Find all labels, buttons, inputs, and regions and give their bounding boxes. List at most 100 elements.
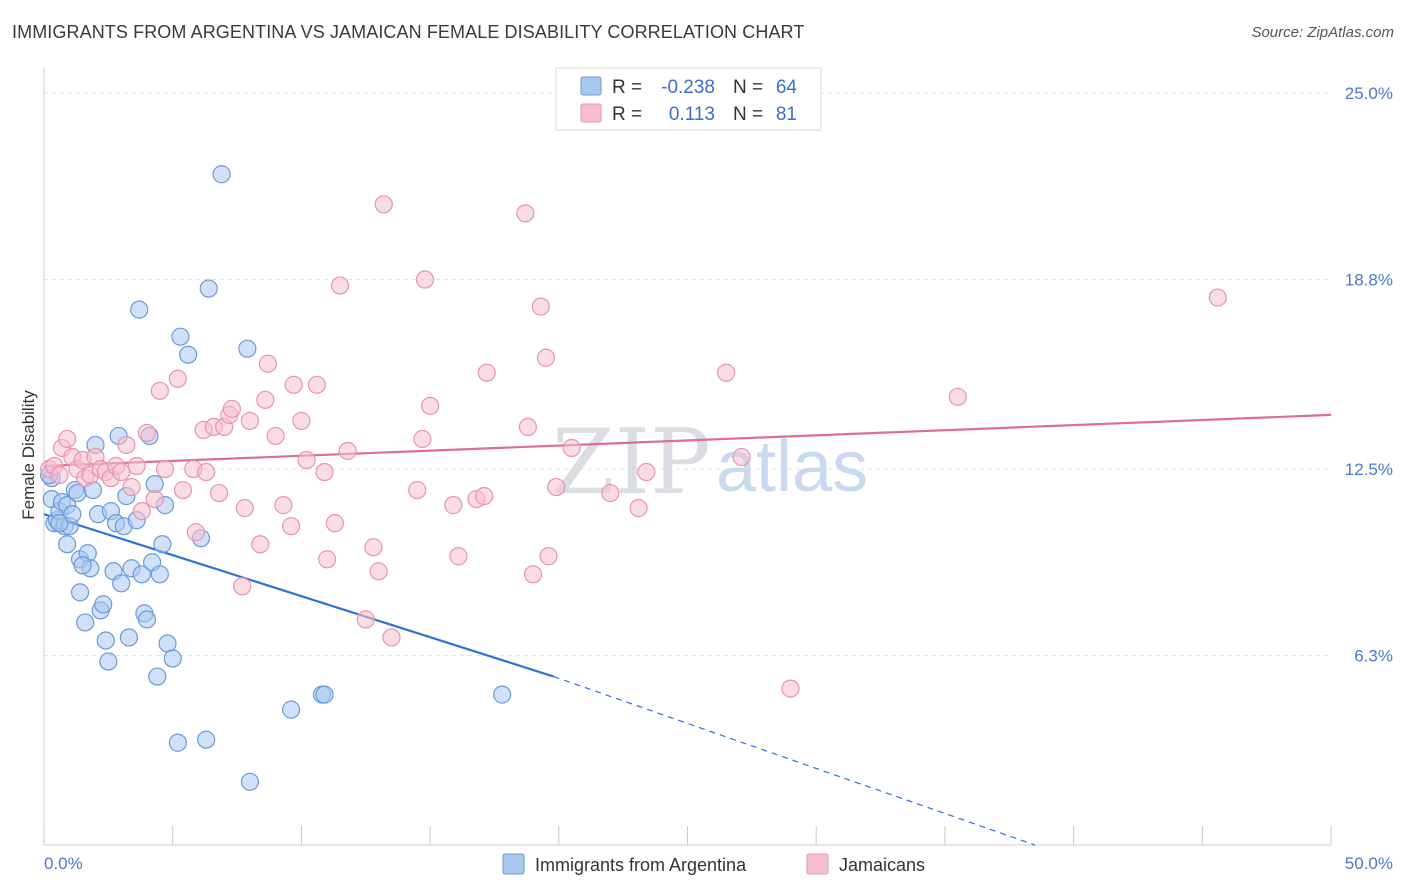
jamaican-point <box>408 480 427 500</box>
legend-n-label: N = <box>733 77 763 98</box>
argentina-point <box>73 556 92 575</box>
jamaican-point <box>50 465 69 485</box>
argentina-trend-line <box>43 513 554 678</box>
jamaican-point <box>637 462 656 482</box>
legend-n-value: 64 <box>776 77 798 98</box>
jamaican-point <box>256 390 275 409</box>
argentina-point <box>171 327 190 346</box>
jamaican-point <box>58 429 77 449</box>
jamaican-point <box>629 499 648 518</box>
axes: 0.0% 50.0% <box>43 68 1393 873</box>
trend-lines <box>43 413 1332 846</box>
jamaican-point <box>330 276 350 295</box>
jamaican-point <box>186 523 205 542</box>
jamaican-point <box>122 477 141 497</box>
y-tick-label: 25.0% <box>1345 84 1393 103</box>
jamaican-point <box>1208 288 1227 307</box>
jamaican-point <box>717 363 736 382</box>
jamaican-point <box>369 562 388 581</box>
jamaican-point <box>421 396 440 415</box>
jamaican-point <box>356 610 375 629</box>
argentina-point <box>148 667 167 686</box>
jamaican-point <box>518 417 538 437</box>
watermark-zip: ZIP <box>552 410 711 515</box>
jamaican-point <box>209 483 229 503</box>
argentina-trend-extension <box>553 675 1036 846</box>
jamaican-point <box>382 628 401 647</box>
legend-r-label: R = <box>612 104 642 125</box>
x-tick-label-min: 0.0% <box>44 854 83 873</box>
jamaican-trend-line <box>43 413 1332 468</box>
argentina-point <box>212 165 231 184</box>
jamaican-point <box>315 462 334 482</box>
jamaican-point <box>266 426 285 446</box>
argentina-point <box>68 483 87 503</box>
argentina-point <box>130 300 149 319</box>
jamaican-point <box>338 441 357 461</box>
jamaican-point <box>132 502 151 521</box>
jamaican-point <box>364 538 383 557</box>
argentina-point <box>153 535 172 554</box>
jamaican-point <box>155 459 175 479</box>
jamaican-point <box>127 456 146 476</box>
jamaican-point <box>531 297 550 316</box>
argentina-point <box>112 574 131 593</box>
argentina-point <box>58 535 77 554</box>
argentina-point <box>493 685 512 704</box>
jamaican-point <box>732 447 751 467</box>
chart-title: IMMIGRANTS FROM ARGENTINA VS JAMAICAN FE… <box>12 22 805 42</box>
series-legend-label: Jamaicans <box>839 855 925 875</box>
x-tick-label-max: 50.0% <box>1345 854 1393 873</box>
jamaican-point <box>284 375 303 394</box>
jamaican-point <box>117 435 136 455</box>
jamaican-point <box>137 423 157 443</box>
y-tick-label: 18.8% <box>1345 271 1393 290</box>
jamaican-point <box>235 499 254 518</box>
jamaican-point <box>233 577 252 596</box>
argentina-point <box>63 505 82 524</box>
data-points <box>40 165 1227 791</box>
argentina-point <box>99 652 118 671</box>
jamaican-point <box>145 489 164 509</box>
argentina-point <box>315 685 334 704</box>
y-tick-label: 6.3% <box>1354 647 1393 666</box>
argentina-point <box>96 631 115 650</box>
correlation-legend: R = -0.238 N = 64 R = 0.113 N = 81 <box>555 67 822 131</box>
legend-swatch <box>580 76 602 96</box>
jamaican-point <box>318 550 337 569</box>
legend-r-value: -0.238 <box>661 77 715 98</box>
jamaican-point <box>516 204 535 223</box>
jamaican-point <box>150 381 169 400</box>
jamaican-point <box>282 517 301 536</box>
legend-swatch <box>580 103 602 123</box>
jamaican-point <box>251 535 270 554</box>
grid-lines: 6.3% 12.5% 18.8% 25.0% <box>44 84 1393 666</box>
argentina-point <box>199 279 218 298</box>
argentina-point <box>50 514 69 533</box>
jamaican-point <box>413 429 432 449</box>
jamaican-point <box>539 547 558 566</box>
argentina-point <box>76 613 95 632</box>
jamaican-point <box>325 514 344 533</box>
jamaican-point <box>173 480 193 500</box>
argentina-point <box>168 733 187 752</box>
series-legend-label: Immigrants from Argentina <box>535 855 747 875</box>
legend-r-label: R = <box>612 77 642 98</box>
jamaican-point <box>562 438 581 458</box>
jamaican-point <box>781 679 800 698</box>
argentina-point <box>70 583 90 602</box>
jamaican-point <box>547 477 566 497</box>
jamaican-point <box>948 387 967 406</box>
legend-n-value: 81 <box>776 104 797 125</box>
jamaican-point <box>197 462 216 482</box>
argentina-point <box>163 649 182 668</box>
y-axis-label-group: Female Disability <box>19 390 38 520</box>
legend-n-label: N = <box>733 104 763 125</box>
jamaican-point <box>415 270 435 289</box>
argentina-point <box>197 730 216 749</box>
jamaican-point <box>274 496 293 515</box>
jamaican-point <box>374 195 393 214</box>
jamaican-point <box>449 547 468 566</box>
argentina-point <box>238 339 257 358</box>
